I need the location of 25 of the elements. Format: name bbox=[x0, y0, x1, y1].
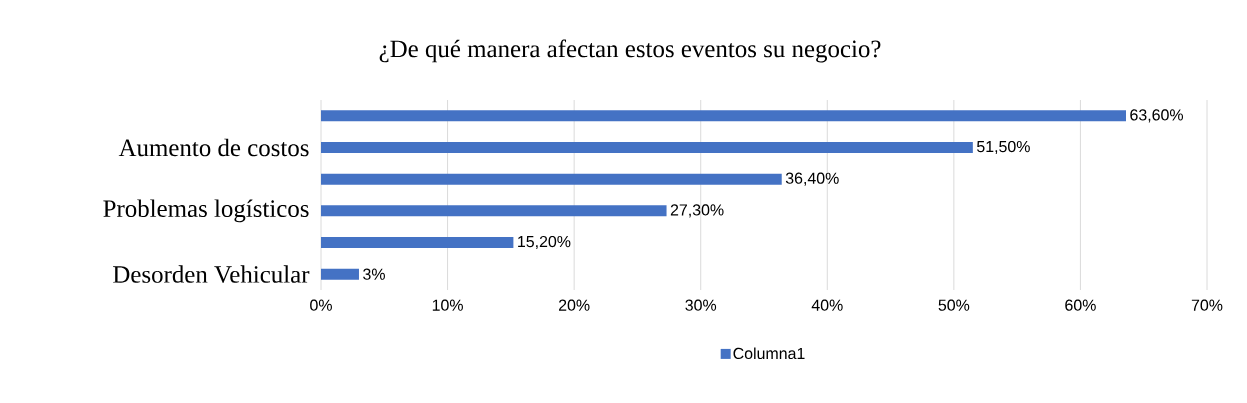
data-label: 3% bbox=[363, 268, 385, 280]
bar bbox=[321, 173, 782, 185]
bar bbox=[321, 142, 973, 154]
data-label: 27,30% bbox=[670, 204, 724, 218]
x-tick-label: 50% bbox=[938, 299, 970, 311]
x-tick-label: 30% bbox=[685, 299, 717, 311]
data-label: 15,20% bbox=[518, 235, 571, 250]
x-tick-label: 10% bbox=[432, 299, 463, 311]
data-label: 63,60% bbox=[1130, 109, 1184, 123]
y-tick-label: Problemas logísticos bbox=[103, 199, 309, 223]
y-tick-label: Desorden Vehicular bbox=[113, 265, 310, 283]
chart-title: ¿De qué manera afectan estos eventos su negocio? bbox=[379, 39, 881, 63]
x-tick-label: 60% bbox=[1065, 299, 1096, 311]
bar bbox=[321, 268, 359, 280]
bar bbox=[321, 237, 514, 248]
data-label: 51,50% bbox=[977, 140, 1030, 155]
bar bbox=[321, 110, 1126, 122]
data-label: 36,40% bbox=[785, 172, 839, 186]
x-tick-label: 20% bbox=[558, 299, 590, 311]
bar bbox=[321, 205, 667, 217]
legend-label: Columna1 bbox=[733, 347, 805, 360]
x-tick-label: 40% bbox=[811, 299, 843, 311]
x-tick-label: 0% bbox=[310, 299, 332, 311]
x-tick-label: 70% bbox=[1191, 299, 1223, 311]
y-tick-label: Aumento de costos bbox=[118, 138, 309, 157]
